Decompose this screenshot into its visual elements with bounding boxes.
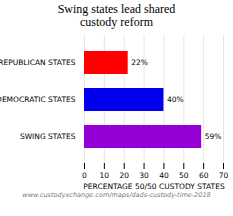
svg-text:70: 70 — [219, 171, 229, 180]
svg-text:0: 0 — [82, 171, 87, 180]
svg-text:SWING STATES: SWING STATES — [20, 132, 76, 141]
html-text:www.custodyxchange.com/maps/da: www.custodyxchange.com/maps/dads-custody… — [22, 191, 211, 199]
svg-text:20: 20 — [119, 171, 129, 180]
svg-text:30: 30 — [139, 171, 149, 180]
svg-text:10: 10 — [100, 171, 110, 180]
svg-text:22%: 22% — [131, 58, 148, 67]
svg-text:REPUBLICAN STATES: REPUBLICAN STATES — [0, 58, 76, 67]
svg-text:59%: 59% — [205, 132, 222, 141]
svg-text:DEMOCRATIC STATES: DEMOCRATIC STATES — [0, 95, 76, 104]
svg-text:PERCENTAGE 50/50 CUSTODY STATE: PERCENTAGE 50/50 CUSTODY STATES — [83, 182, 225, 191]
html-text:Swing states lead shared custo: Swing states lead shared custody reform — [57, 2, 176, 29]
svg-text:40%: 40% — [167, 95, 184, 104]
svg-text:40: 40 — [159, 171, 169, 180]
svg-text:50: 50 — [179, 171, 189, 180]
svg-text:60: 60 — [199, 171, 209, 180]
